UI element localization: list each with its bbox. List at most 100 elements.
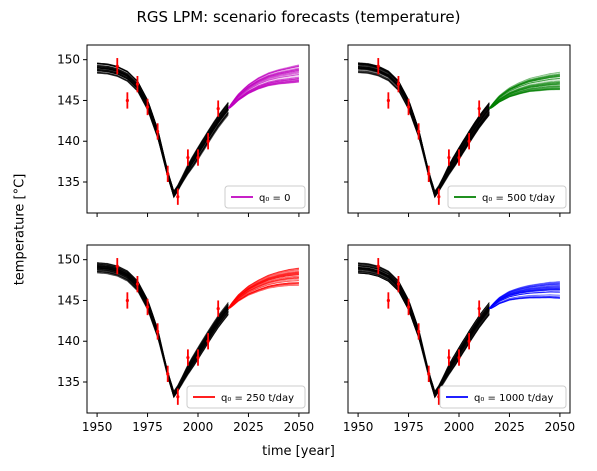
history-ensemble-line xyxy=(97,65,229,193)
observation-point xyxy=(447,355,451,360)
history-ensemble-line xyxy=(358,265,490,394)
x-tick-label: 2025 xyxy=(233,420,264,434)
forecast-ensemble-line xyxy=(488,71,560,109)
forecast-ensemble-line xyxy=(489,296,560,309)
history-ensemble-line xyxy=(358,65,490,194)
history-mean-line xyxy=(358,67,490,197)
history-mean-line xyxy=(358,267,490,397)
x-tick-label: 2050 xyxy=(284,420,315,434)
history-ensemble-line xyxy=(97,264,229,395)
y-tick-label: 145 xyxy=(57,93,80,107)
history-ensemble-line xyxy=(358,262,490,394)
legend-box xyxy=(186,385,306,409)
observation-point xyxy=(477,107,481,111)
x-tick-label: 2000 xyxy=(444,420,475,434)
history-ensemble-line xyxy=(97,264,229,393)
panel-1: 135 140 145 150 q₀ = 0 xyxy=(57,44,310,217)
panel-3: 1950 1975 2000 2025 2050 135 140 145 150 q₀ = 250… xyxy=(57,244,315,434)
forecast-ensemble-line xyxy=(489,287,560,309)
history-ensemble-line xyxy=(358,63,490,194)
forecast-ensemble-line xyxy=(488,78,560,109)
history-ensemble-line xyxy=(358,64,490,194)
history-mean-line xyxy=(97,67,229,197)
forecast-ensemble-line xyxy=(489,81,560,109)
history-ensemble-line xyxy=(97,63,229,193)
history-ensemble-line xyxy=(358,66,490,193)
y-axis-label: temperature [°C] xyxy=(12,173,28,286)
history-ensemble-line xyxy=(97,264,229,394)
observation-point xyxy=(135,282,140,286)
observation-point xyxy=(206,339,210,343)
forecast-ensemble-line xyxy=(488,75,560,109)
history-ensemble-line xyxy=(97,64,229,194)
history-ensemble-line xyxy=(97,62,229,194)
observation-point xyxy=(145,105,150,109)
panel-2: q₀ = 500 t/day xyxy=(344,44,571,217)
x-tick-label: 1950 xyxy=(82,420,113,434)
history-mean-line xyxy=(97,267,229,397)
history-ensemble-line xyxy=(97,66,229,193)
forecast-ensemble-line xyxy=(228,283,299,309)
observation-point xyxy=(376,264,380,268)
observation-point xyxy=(125,98,129,103)
history-ensemble-line xyxy=(358,263,490,394)
history-ensemble-line xyxy=(358,62,490,195)
observation-point xyxy=(417,329,421,334)
observation-point xyxy=(216,307,220,311)
history-ensemble-line xyxy=(358,64,490,194)
observation-point xyxy=(206,139,210,143)
x-tick-label: 2000 xyxy=(183,420,214,434)
history-ensemble-line xyxy=(97,265,229,393)
history-ensemble-line xyxy=(358,262,490,393)
forecast-ensemble-line xyxy=(488,285,560,309)
observation-point xyxy=(467,139,471,143)
forecast-ensemble-line xyxy=(489,86,560,109)
history-ensemble-line xyxy=(358,66,490,194)
observation-point xyxy=(457,355,461,360)
history-ensemble-line xyxy=(358,262,490,394)
plot-area xyxy=(358,58,560,205)
forecast-ensemble-line xyxy=(228,285,299,309)
history-ensemble-line xyxy=(97,265,229,393)
forecast-ensemble-line xyxy=(228,73,299,109)
forecast-ensemble-line xyxy=(489,291,560,309)
history-ensemble-line xyxy=(358,64,490,194)
observation-point xyxy=(477,307,481,311)
y-tick-label: 140 xyxy=(57,334,80,348)
plot-area xyxy=(97,258,299,405)
forecast-ensemble-line xyxy=(227,70,299,109)
history-ensemble-line xyxy=(97,262,229,397)
history-ensemble-line xyxy=(97,63,229,195)
legend-label: q₀ = 0 xyxy=(259,193,290,204)
forecast-ensemble-line xyxy=(489,88,560,109)
observation-point xyxy=(406,305,411,309)
history-ensemble-line xyxy=(97,69,229,192)
observation-point xyxy=(176,195,180,199)
x-tick-label: 2050 xyxy=(545,420,576,434)
observation-point xyxy=(216,107,220,111)
history-ensemble-line xyxy=(97,63,229,192)
y-tick-label: 150 xyxy=(57,53,80,67)
history-ensemble-line xyxy=(358,265,490,395)
observation-point xyxy=(196,155,200,160)
x-tick-label: 1950 xyxy=(343,420,374,434)
history-ensemble-line xyxy=(358,64,490,194)
observation-point xyxy=(386,98,390,103)
plot-area xyxy=(358,258,560,405)
history-ensemble-line xyxy=(97,262,229,394)
observation-point xyxy=(125,298,129,303)
forecast-ensemble-line xyxy=(227,273,299,309)
history-ensemble-line xyxy=(97,265,229,393)
history-ensemble-line xyxy=(358,62,490,194)
observation-point xyxy=(467,339,471,343)
observation-point xyxy=(166,172,170,176)
plot-area xyxy=(97,58,299,205)
y-tick-label: 135 xyxy=(57,375,80,389)
forecast-ensemble-line xyxy=(228,282,299,309)
history-ensemble-line xyxy=(358,63,490,194)
x-tick-label: 2025 xyxy=(494,420,525,434)
observation-point xyxy=(115,64,119,68)
history-ensemble-line xyxy=(97,266,229,393)
observation-point xyxy=(166,372,170,376)
